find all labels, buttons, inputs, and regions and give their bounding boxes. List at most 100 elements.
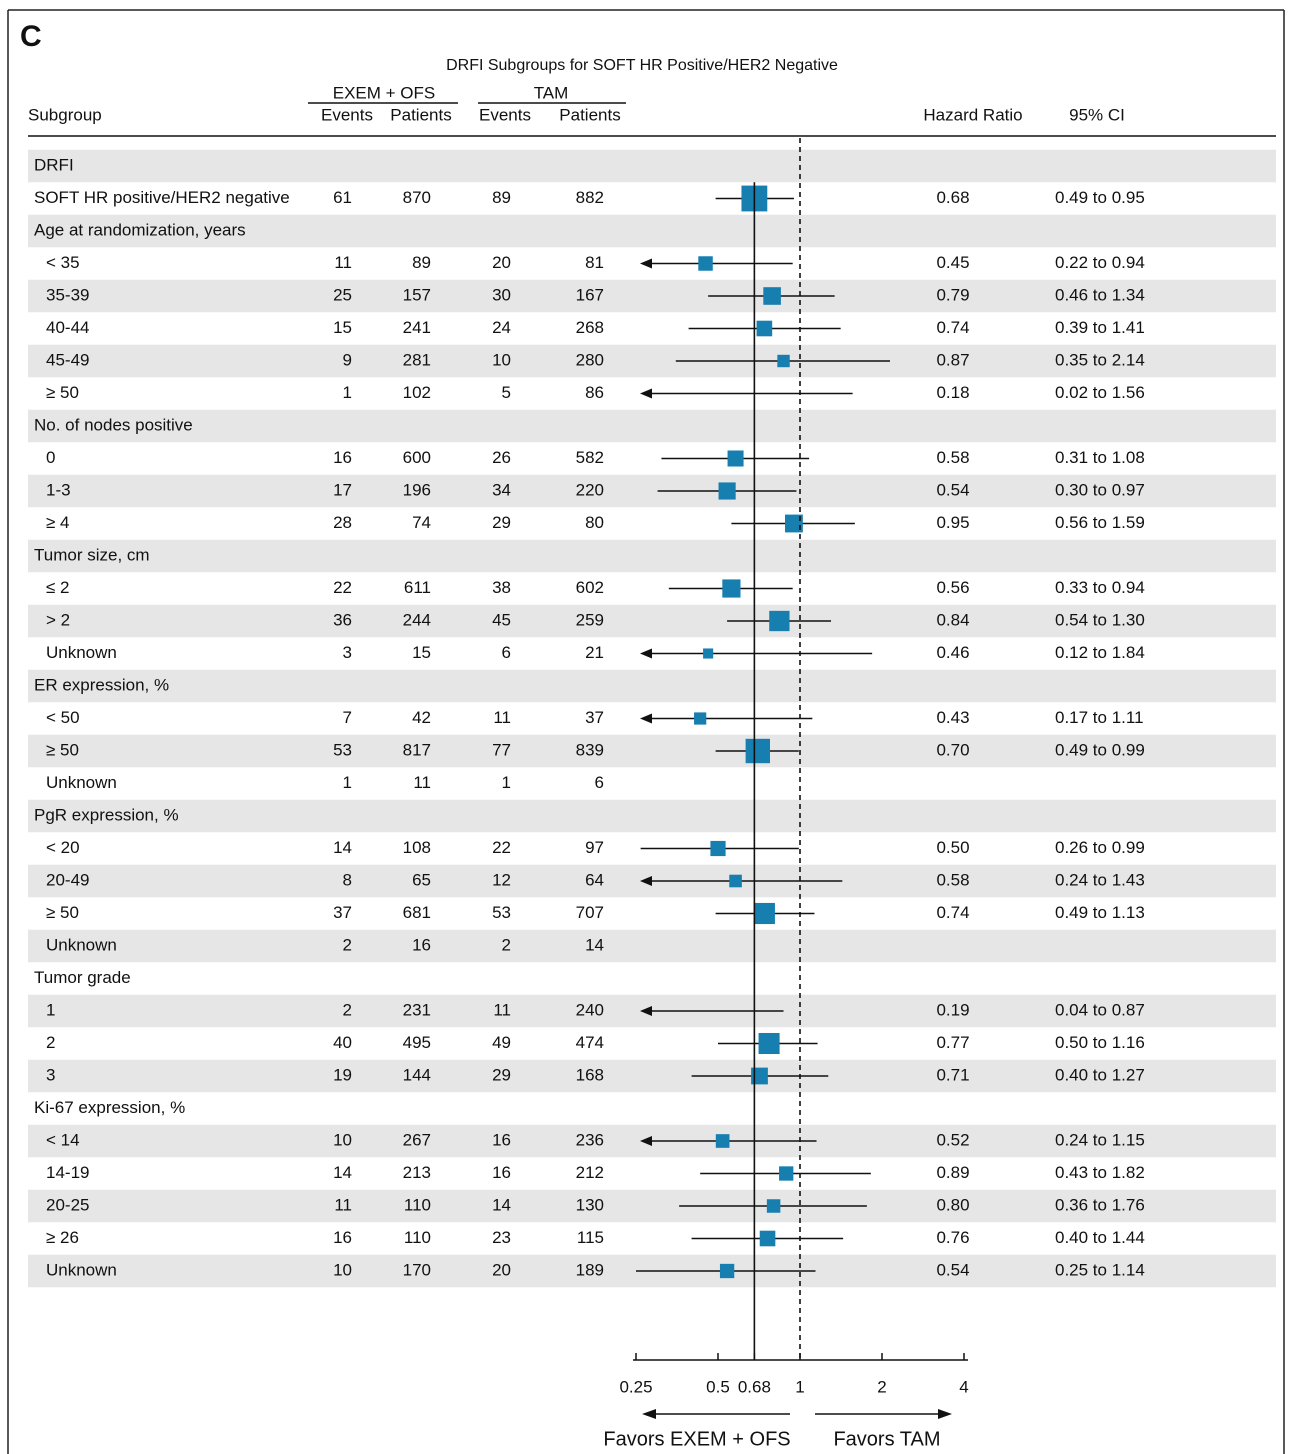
cell-tam-events: 16 [492,1163,511,1182]
cell-exem-patients: 16 [412,935,431,954]
hazard-ratio: 0.58 [936,448,969,467]
row-shade [28,799,1276,833]
row-label: Age at randomization, years [34,220,246,239]
confidence-interval: 0.04 to 0.87 [1055,1000,1145,1019]
cell-exem-events: 22 [333,578,352,597]
hazard-ratio: 0.56 [936,578,969,597]
cell-tam-events: 12 [492,870,511,889]
arrowhead [640,1006,652,1016]
arrowhead [640,648,652,659]
cell-exem-patients: 870 [403,188,431,207]
hr-square [753,902,775,925]
cell-exem-events: 1 [343,773,352,792]
hazard-ratio: 0.95 [936,513,969,532]
cell-exem-events: 28 [333,513,352,532]
row-shade [28,474,1276,508]
cell-exem-events: 8 [343,870,352,889]
cell-tam-patients: 220 [576,480,604,499]
cell-tam-patients: 168 [576,1065,604,1084]
cell-exem-patients: 681 [403,903,431,922]
hazard-ratio: 0.80 [936,1195,969,1214]
cell-exem-patients: 231 [403,1000,431,1019]
row-shade [28,669,1276,703]
cell-tam-patients: 80 [585,513,604,532]
cell-tam-events: 23 [492,1228,511,1247]
cell-tam-patients: 86 [585,383,604,402]
hazard-ratio: 0.58 [936,870,969,889]
row-shade [28,344,1276,378]
row-label: Unknown [46,643,117,662]
cell-tam-patients: 14 [585,935,604,954]
row-label: < 35 [46,253,80,272]
hr-square [694,712,707,725]
hr-square [710,840,726,857]
hr-square [769,610,790,632]
row-label: 20-25 [46,1195,89,1214]
cell-exem-patients: 42 [412,708,431,727]
cell-tam-patients: 602 [576,578,604,597]
cell-exem-patients: 267 [403,1130,431,1149]
cell-tam-events: 29 [492,513,511,532]
hr-square [779,1166,794,1181]
cell-tam-events: 53 [492,903,511,922]
hr-square [703,648,714,659]
cell-tam-events: 11 [493,1000,511,1019]
x-tick-label: 2 [877,1377,886,1396]
cell-exem-events: 11 [334,253,352,272]
hr-square [727,450,744,467]
cell-tam-events: 89 [492,188,511,207]
confidence-interval: 0.40 to 1.27 [1055,1065,1145,1084]
arrowhead [640,388,652,399]
cell-tam-patients: 268 [576,318,604,337]
cell-tam-patients: 81 [585,253,604,272]
hazard-ratio: 0.46 [936,643,969,662]
hr-square [729,874,742,888]
confidence-interval: 0.17 to 1.11 [1055,708,1144,727]
row-label: PgR expression, % [34,805,179,824]
confidence-interval: 0.39 to 1.41 [1055,318,1145,337]
hazard-ratio: 0.43 [936,708,969,727]
confidence-interval: 0.26 to 0.99 [1055,838,1145,857]
cell-tam-events: 77 [492,740,511,759]
arrowhead [640,258,652,269]
hr-square [745,738,770,764]
x-tick-label: 0.68 [738,1377,771,1396]
row-label: DRFI [34,155,74,174]
row-label: ≤ 2 [46,578,70,597]
row-label: 45-49 [46,350,89,369]
arrowhead [640,876,652,886]
cell-exem-events: 37 [333,903,352,922]
confidence-interval: 0.25 to 1.14 [1055,1260,1145,1279]
cell-exem-events: 16 [333,1228,352,1247]
cell-tam-patients: 212 [576,1163,604,1182]
row-label: 1 [46,1000,55,1019]
hr-square [759,1230,776,1247]
confidence-interval: 0.36 to 1.76 [1055,1195,1145,1214]
confidence-interval: 0.49 to 1.13 [1055,903,1145,922]
hazard-ratio: 0.79 [936,285,969,304]
hr-square [758,1032,780,1055]
cell-tam-patients: 115 [577,1228,604,1247]
cell-tam-patients: 189 [576,1260,604,1279]
confidence-interval: 0.35 to 2.14 [1055,350,1145,369]
arrowhead [642,1409,656,1419]
cell-exem-patients: 157 [403,285,431,304]
confidence-interval: 0.30 to 0.97 [1055,480,1145,499]
hr-square [715,1134,730,1148]
cell-exem-patients: 65 [412,870,431,889]
favors-label: Favors EXEM + OFS [603,1428,790,1450]
cell-tam-patients: 236 [576,1130,604,1149]
cell-exem-events: 15 [333,318,352,337]
cell-exem-patients: 102 [403,383,431,402]
cell-exem-events: 3 [343,643,352,662]
row-label: ER expression, % [34,675,169,694]
hr-square [785,514,803,533]
cell-exem-patients: 600 [403,448,431,467]
hr-square [751,1067,768,1085]
cell-tam-patients: 280 [576,350,604,369]
hazard-ratio: 0.68 [936,188,969,207]
cell-exem-events: 53 [333,740,352,759]
cell-tam-patients: 474 [576,1033,604,1052]
row-label: ≥ 50 [46,383,79,402]
hazard-ratio: 0.74 [936,318,969,337]
